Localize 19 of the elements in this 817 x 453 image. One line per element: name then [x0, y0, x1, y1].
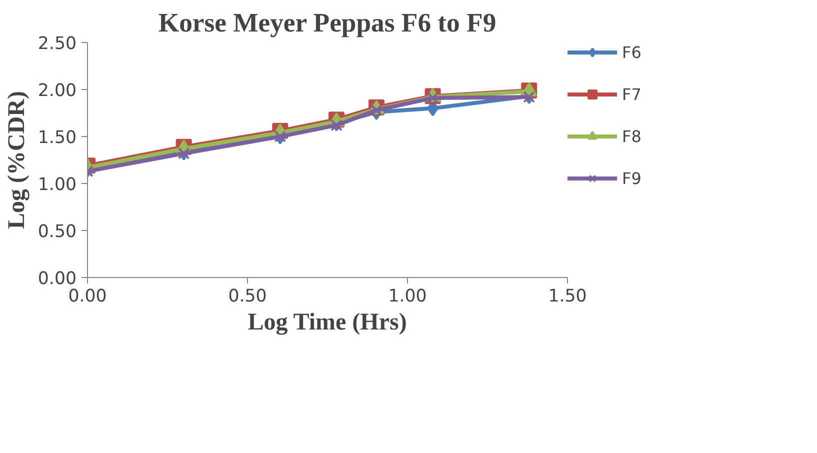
y-axis-title: Log (%CDR) [4, 90, 30, 229]
y-tick-label: 2.00 [38, 81, 77, 101]
x-tick-label: 1.00 [388, 286, 427, 306]
y-tick-label: 1.50 [38, 128, 77, 148]
legend-label: F7 [622, 84, 642, 104]
legend-label: F9 [622, 168, 642, 188]
chart-title: Korse Meyer Peppas F6 to F9 [158, 8, 496, 38]
legend-label: F8 [622, 126, 642, 146]
point [178, 147, 190, 160]
x-axis-title: Log Time (Hrs) [248, 310, 407, 336]
y-tick-label: 2.50 [38, 34, 77, 54]
point [523, 91, 536, 103]
legend-label: F6 [622, 42, 642, 62]
x-tick-label: 0.00 [68, 286, 107, 306]
x-tick-label: 1.50 [548, 286, 587, 306]
y-tick-label: 0.50 [38, 222, 77, 242]
x-tick-label: 0.50 [228, 286, 267, 306]
y-tick-label: 0.00 [38, 269, 77, 289]
y-tick-label: 1.00 [38, 175, 77, 195]
